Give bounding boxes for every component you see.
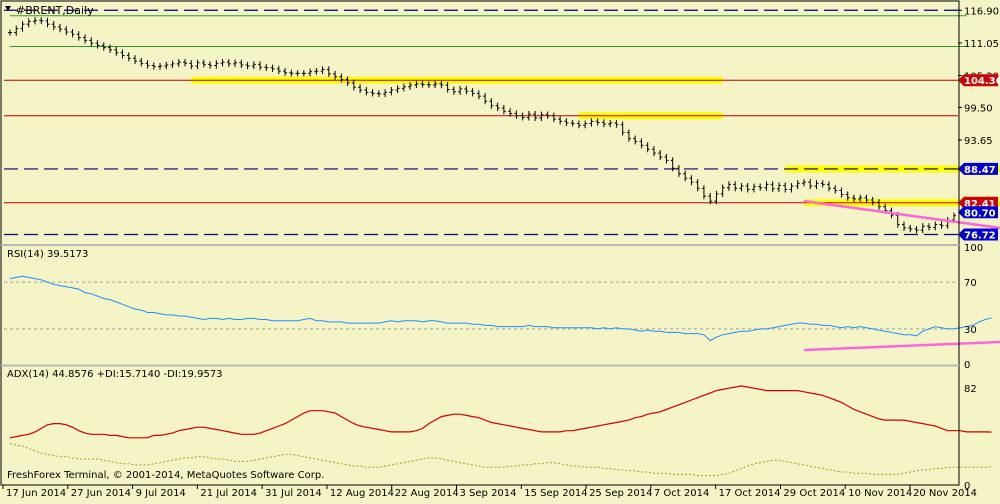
date-tick-label: 27 Jun 2014 xyxy=(71,488,131,499)
forecast-annotations xyxy=(803,199,1000,230)
y-tick-label: 111.05 xyxy=(964,39,999,50)
price-tag-badge xyxy=(958,196,998,209)
rsi-line xyxy=(9,275,992,342)
rsi-divergence-line xyxy=(803,340,1000,352)
date-tick-label: 17 Oct 2014 xyxy=(719,488,781,499)
date-tick-label: 12 Aug 2014 xyxy=(330,488,394,499)
rsi-tick-label: 100 xyxy=(964,243,983,254)
rsi-series xyxy=(9,275,992,342)
y-tick-label: 93.65 xyxy=(964,136,993,147)
adx-axis-ticks: 82 0 xyxy=(964,384,977,492)
adx-title: ADX(14) 44.8576 +DI:15.7140 -DI:19.9573 xyxy=(7,369,223,380)
rsi-tick-label: 0 xyxy=(964,360,970,371)
adx-series xyxy=(9,385,992,439)
pane-frames xyxy=(0,0,960,486)
price-tag-badge xyxy=(958,162,998,175)
date-tick-label: 31 Jul 2014 xyxy=(265,488,322,499)
moving-averages xyxy=(10,15,967,47)
rsi-divergence xyxy=(803,340,1000,352)
date-tick-label: 10 Nov 2014 xyxy=(848,488,912,499)
adx-tick-label: 0 xyxy=(964,481,970,492)
date-tick-label: 15 Sep 2014 xyxy=(524,488,587,499)
copyright: FreshForex Terminal, © 2001-2014, MetaQu… xyxy=(7,470,324,481)
adx-lines xyxy=(9,385,992,477)
price-tag-badge xyxy=(958,74,998,87)
price-tag-label: 80.70 xyxy=(964,208,996,219)
date-tick-label: 17 Jun 2014 xyxy=(6,488,66,499)
date-tick-label: 9 Jul 2014 xyxy=(136,488,186,499)
date-tick-label: 25 Sep 2014 xyxy=(589,488,652,499)
price-levels xyxy=(4,9,958,236)
rsi-axis-ticks: 100 70 30 0 xyxy=(964,243,983,371)
date-tick-label: 29 Oct 2014 xyxy=(783,488,845,499)
triangle-icon xyxy=(5,6,11,11)
y-tick-label: 116.90 xyxy=(964,6,999,17)
price-tag-label: 82.41 xyxy=(964,199,996,210)
rsi-title: RSI(14) 39.5173 xyxy=(7,249,88,260)
price-tag-label: 76.72 xyxy=(964,231,996,242)
price-tag-badge xyxy=(958,228,998,241)
chart-frame xyxy=(0,0,960,486)
chart-title: #BRENT,Daily xyxy=(16,4,94,17)
price-tag-badge xyxy=(958,206,998,219)
price-bars xyxy=(8,17,956,234)
adx-tick-label: 82 xyxy=(964,384,977,395)
adx-pane: 82 0 ADX(14) 44.8576 +DI:15.7140 -DI:19.9… xyxy=(7,369,992,492)
price-tag-label: 88.47 xyxy=(964,165,996,176)
date-tick-label: 20 Nov 2014 xyxy=(913,488,977,499)
price-tag-label: 104.36 xyxy=(964,76,1000,87)
divergence-line xyxy=(803,199,1000,230)
date-tick-label: 3 Sep 2014 xyxy=(460,488,517,499)
rsi-tick-label: 30 xyxy=(964,325,977,336)
rsi-tick-label: 70 xyxy=(964,278,977,289)
date-tick-label: 7 Oct 2014 xyxy=(654,488,709,499)
date-tick-label: 21 Jul 2014 xyxy=(200,488,257,499)
date-axis: 17 Jun 2014 27 Jun 2014 9 Jul 2014 21 Jul 2… xyxy=(2,485,977,499)
y-tick-label: 99.50 xyxy=(964,103,993,114)
date-tick-label: 22 Aug 2014 xyxy=(395,488,459,499)
rsi-pane: 100 70 30 0 RSI(14) 39.5173 xyxy=(4,243,1000,371)
